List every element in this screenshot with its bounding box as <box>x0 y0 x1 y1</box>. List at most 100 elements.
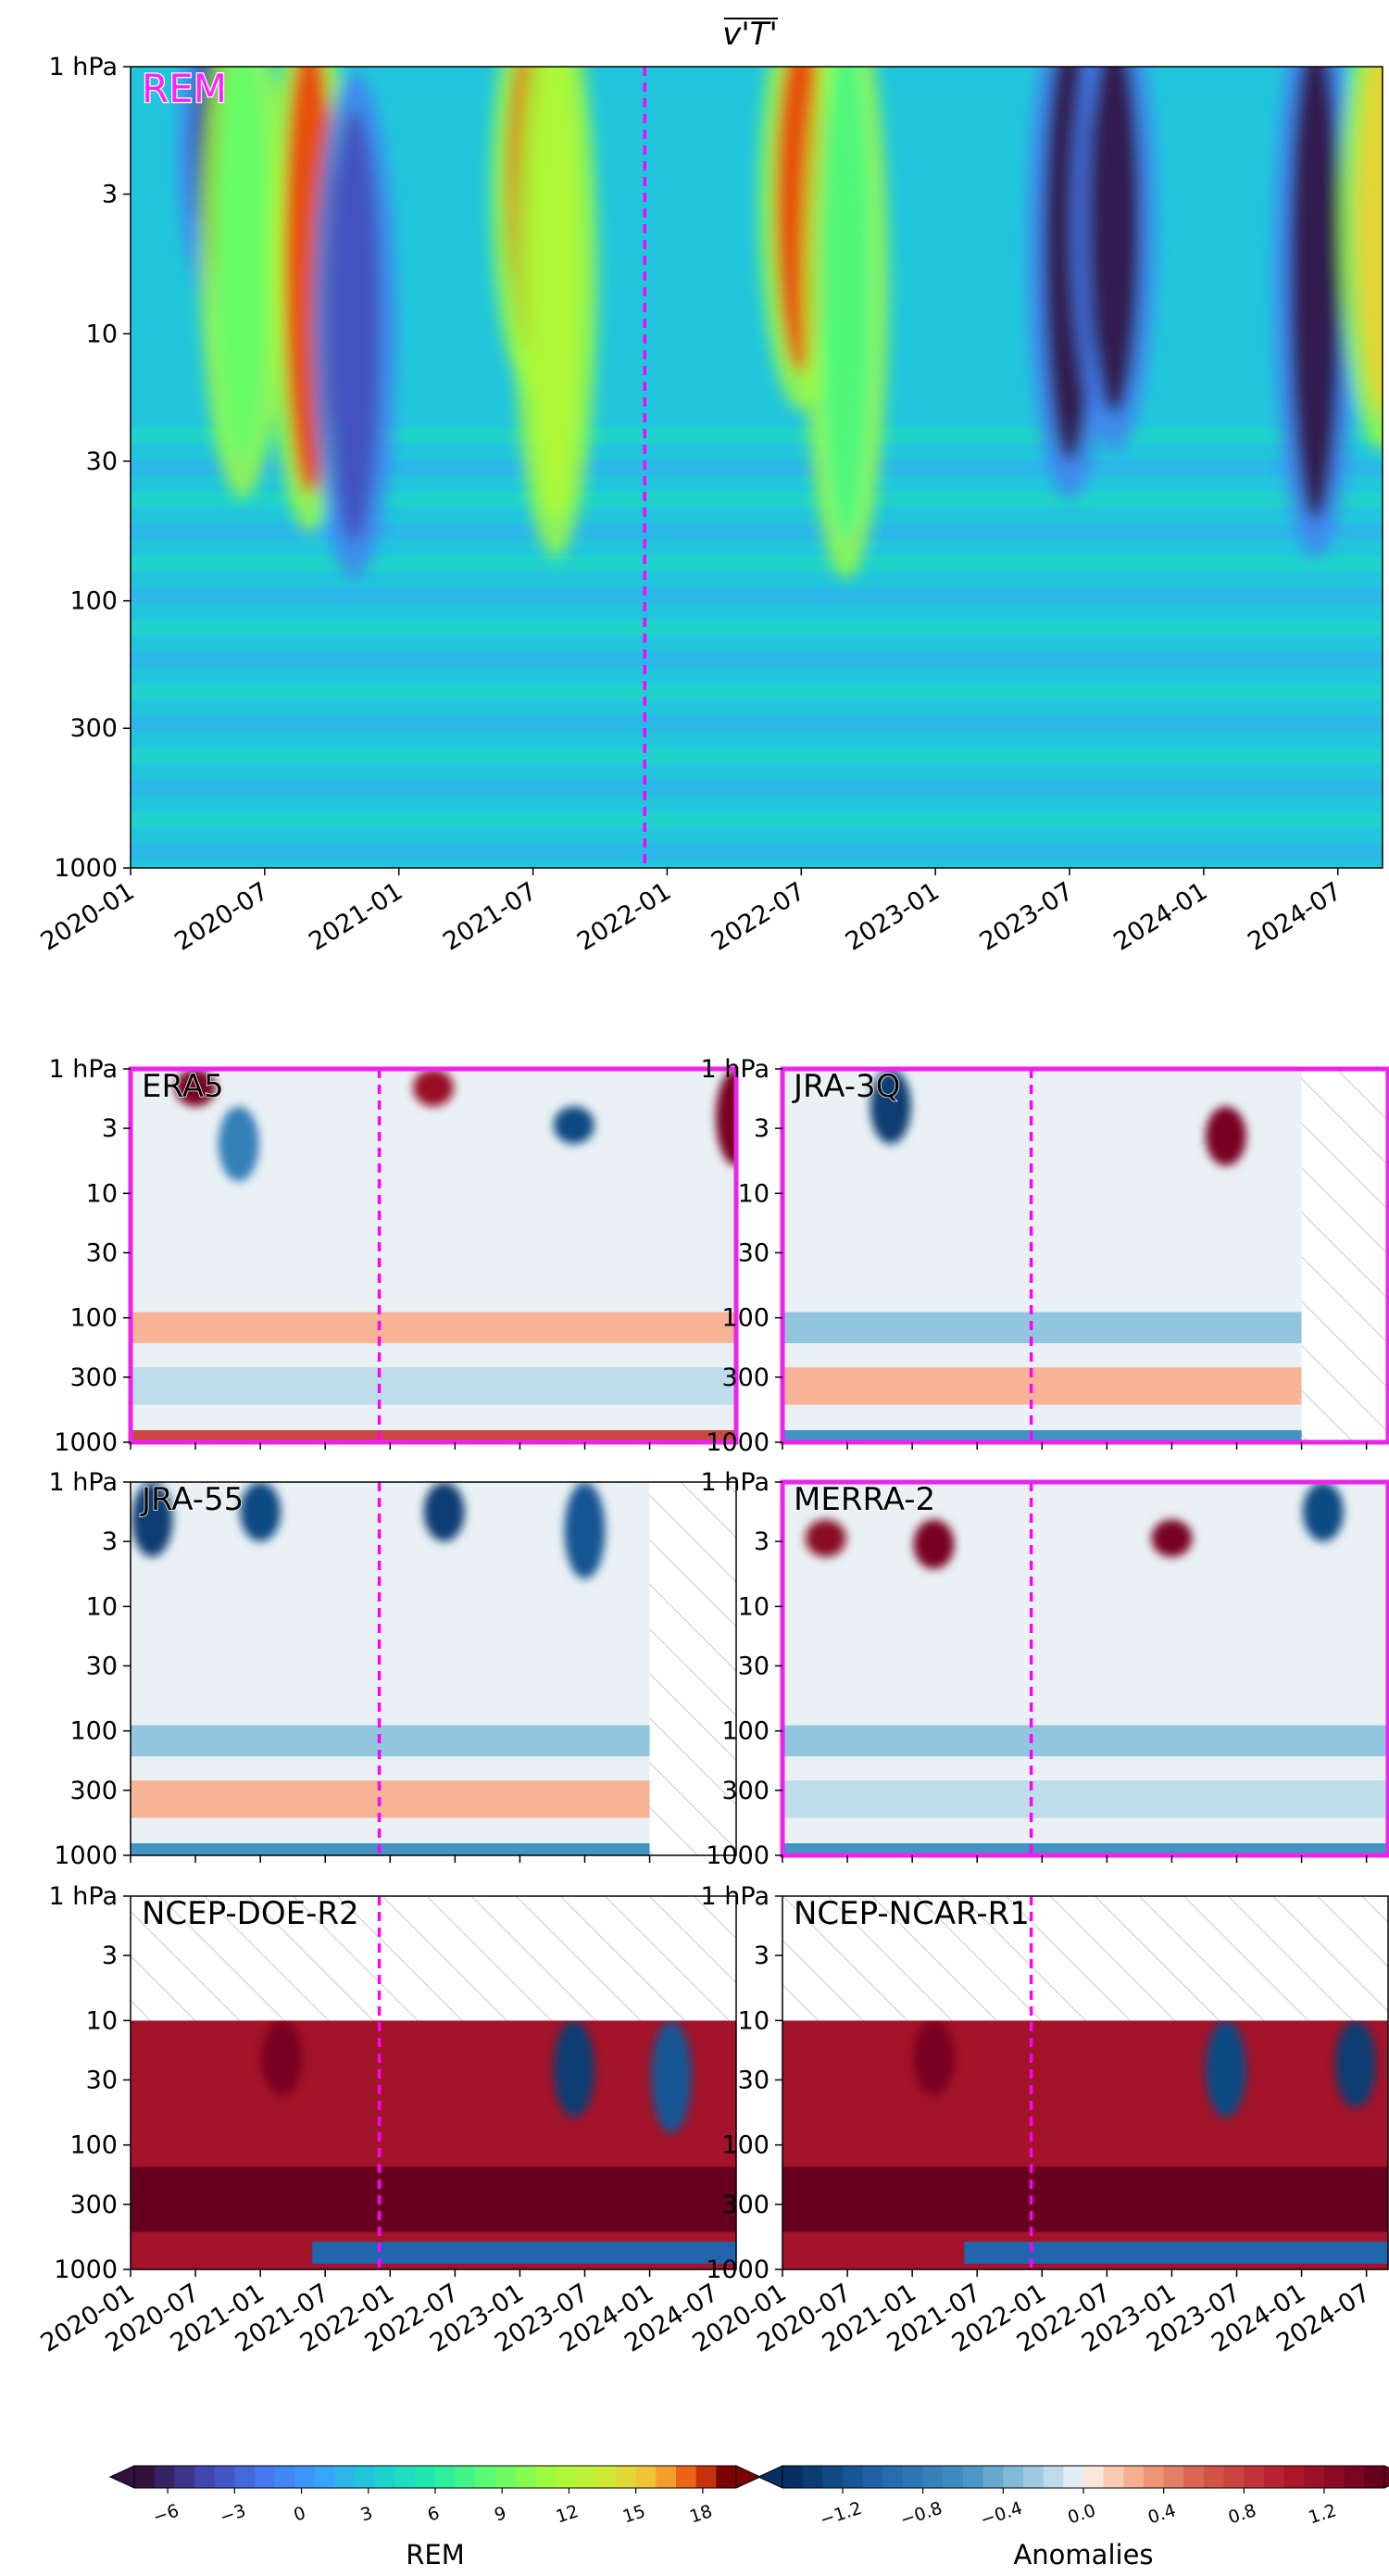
panel-frame <box>128 1066 739 1445</box>
colorbar-label: Anomalies <box>1013 2539 1153 2570</box>
colorbar-swatch <box>255 2466 276 2488</box>
colorbar-swatch <box>1204 2466 1225 2488</box>
colorbar-swatch <box>214 2466 235 2488</box>
anomaly-features <box>261 2020 692 2133</box>
panel-label: REM <box>142 66 227 111</box>
y-tick-label: 100 <box>69 1717 118 1746</box>
colorbar-swatch <box>455 2466 476 2488</box>
rem-band <box>131 619 1383 636</box>
anomaly-feature <box>564 1482 606 1579</box>
colorbar-swatch <box>802 2466 823 2488</box>
rem-feature-core <box>216 67 269 461</box>
y-tick-label: 3 <box>102 1114 118 1143</box>
y-tick-label: 1000 <box>706 1841 770 1870</box>
y-tick-label: 1 hPa <box>49 1468 119 1497</box>
colorbar-swatch <box>535 2466 557 2488</box>
colorbar-swatch <box>1283 2466 1305 2488</box>
y-tick-label: 1000 <box>54 1841 118 1870</box>
colorbar-swatch <box>1063 2466 1084 2488</box>
anomaly-feature <box>553 1106 594 1144</box>
panel-label: ERA5 <box>142 1068 224 1105</box>
colorbar-swatch <box>394 2466 416 2488</box>
y-tick-label: 10 <box>86 1179 118 1208</box>
anomaly-band <box>782 1842 1388 1855</box>
anomaly-feature <box>870 1069 911 1144</box>
anomaly-band <box>131 1725 736 1757</box>
anomaly-feature <box>261 2020 303 2096</box>
colorbar-swatch <box>556 2466 577 2488</box>
colorbar-swatch <box>1244 2466 1265 2488</box>
colorbar-swatch <box>822 2466 844 2488</box>
x-tick-label: 2024-01 <box>1108 877 1212 957</box>
y-tick-label: 10 <box>86 320 118 348</box>
y-tick-label: 300 <box>69 1363 118 1392</box>
colorbar-swatch <box>375 2466 396 2488</box>
anomaly-feature <box>650 2020 692 2133</box>
panel-field <box>782 1482 1388 1855</box>
x-tick-label: 2022-01 <box>572 877 676 957</box>
figure-title: v'T' <box>722 16 778 53</box>
anomaly-feature <box>1151 1519 1193 1557</box>
rem-band <box>131 748 1383 764</box>
x-tick-label: 2021-01 <box>304 877 407 957</box>
y-tick-label: 1 hPa <box>701 1882 770 1911</box>
y-tick-label: 10 <box>738 1592 770 1621</box>
anomaly-feature <box>913 2020 955 2096</box>
rem-band <box>131 779 1383 797</box>
y-tick-label: 1 hPa <box>49 53 119 82</box>
missing-data-hatch <box>1301 1069 1388 1442</box>
y-tick-label: 1 hPa <box>49 1882 119 1911</box>
y-tick-label: 1 hPa <box>49 1055 119 1084</box>
colorbar-tick-label: 0.8 <box>1226 2500 1259 2528</box>
x-tick-label: 2022-07 <box>707 877 810 957</box>
colorbar-swatch <box>595 2466 617 2488</box>
panel-field <box>131 67 1383 868</box>
panel-label: JRA-55 <box>140 1481 244 1518</box>
panel-label: NCEP-NCAR-R1 <box>794 1895 1030 1932</box>
y-tick-label: 3 <box>754 1114 770 1143</box>
colorbar-swatch <box>1083 2466 1105 2488</box>
rem-feature-core <box>529 67 582 521</box>
colorbar-swatch <box>862 2466 883 2488</box>
anomaly-band <box>782 1780 1388 1818</box>
panel-field <box>131 1482 736 1855</box>
colorbar-swatch <box>716 2466 737 2488</box>
y-tick-label: 300 <box>721 1777 770 1805</box>
panel-label: JRA-3Q <box>792 1068 900 1105</box>
colorbar-tick-label: −3 <box>218 2501 248 2529</box>
anomaly-feature <box>1205 1106 1246 1166</box>
colorbar-swatch <box>695 2466 717 2488</box>
rem-features <box>177 67 1383 579</box>
y-tick-label: 100 <box>69 2131 118 2160</box>
colorbar-tick-label: 0.0 <box>1065 2500 1098 2528</box>
anomaly-features <box>175 1069 736 1182</box>
colorbar-tick-label: 0.4 <box>1145 2500 1179 2528</box>
colorbar-swatch <box>435 2466 457 2488</box>
colorbar-extend-max <box>1383 2465 1389 2489</box>
anomaly-band <box>131 2167 736 2232</box>
anomaly-band <box>782 1312 1388 1344</box>
colorbar-swatch <box>1324 2466 1345 2488</box>
y-tick-label: 100 <box>69 1304 118 1333</box>
rem-feature-core <box>328 109 381 542</box>
anomaly-feature <box>240 1482 282 1542</box>
panel-frame <box>130 1895 737 2270</box>
colorbar-swatch <box>656 2466 677 2488</box>
anomaly-features <box>913 2020 1376 2117</box>
x-tick-label: 2020-07 <box>169 877 273 957</box>
rem-band <box>131 715 1383 732</box>
x-tick-label: 2023-07 <box>975 877 1079 957</box>
anomaly-feature <box>805 1519 846 1557</box>
colorbar-swatch <box>1183 2466 1205 2488</box>
anomaly-feature <box>716 1069 736 1166</box>
colorbar-swatch <box>234 2466 256 2488</box>
colorbar-extend-max <box>735 2465 762 2489</box>
colorbar-tick-label: 1.2 <box>1306 2500 1339 2528</box>
colorbar-swatch <box>1163 2466 1184 2488</box>
y-tick-label: 30 <box>738 2066 770 2094</box>
x-tick-label: 2024-07 <box>1243 877 1346 957</box>
colorbar-swatch <box>274 2466 295 2488</box>
colorbar-swatch <box>294 2466 316 2488</box>
rem-band <box>131 555 1383 572</box>
